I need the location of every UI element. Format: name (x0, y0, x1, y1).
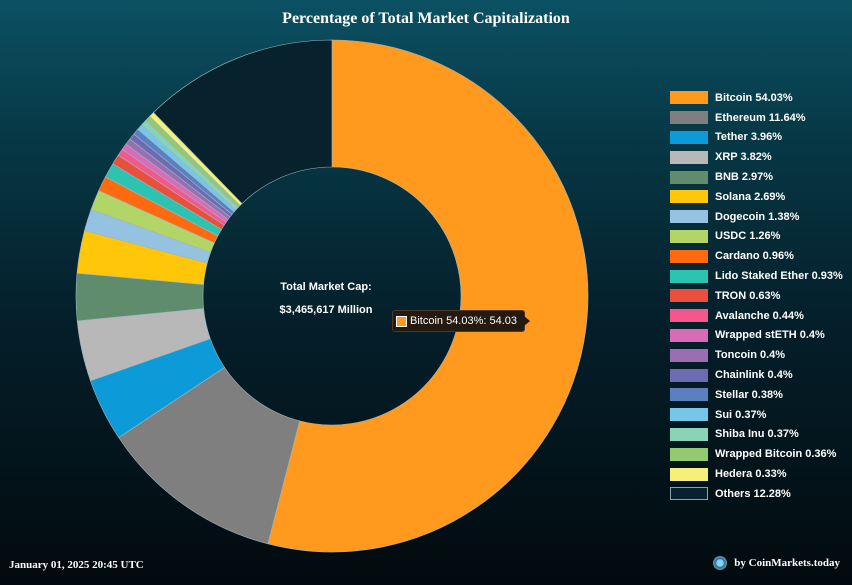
center-label-line2: $3,465,617 Million (279, 304, 373, 316)
legend-label: Chainlink 0.4% (715, 369, 793, 382)
legend-swatch (670, 229, 708, 243)
legend-item[interactable]: Cardano 0.96% (670, 246, 843, 266)
legend-label: Wrapped stETH 0.4% (715, 329, 825, 342)
legend-item[interactable]: Others 12.28% (670, 484, 843, 504)
legend-label: Others 12.28% (715, 487, 791, 500)
legend-item[interactable]: Stellar 0.38% (670, 385, 843, 405)
legend-item[interactable]: Sui 0.37% (670, 405, 843, 425)
chart-title: Percentage of Total Market Capitalizatio… (282, 10, 570, 27)
legend-swatch (670, 309, 708, 323)
legend-label: USDC 1.26% (715, 230, 781, 243)
legend-label: Bitcoin 54.03% (715, 91, 793, 104)
legend-swatch (670, 447, 708, 461)
coinmarkets-logo-icon (713, 556, 728, 570)
legend-item[interactable]: Shiba Inu 0.37% (670, 425, 843, 445)
legend-item[interactable]: Bitcoin 54.03% (670, 88, 843, 108)
legend-label: Wrapped Bitcoin 0.36% (715, 448, 837, 461)
legend-item[interactable]: Wrapped stETH 0.4% (670, 326, 843, 346)
timestamp: January 01, 2025 20:45 UTC (9, 559, 144, 571)
slice-bitcoin-0[interactable] (267, 39, 589, 553)
legend-item[interactable]: USDC 1.26% (670, 227, 843, 247)
legend-swatch (670, 487, 708, 501)
legend-label: Hedera 0.33% (715, 468, 787, 481)
legend-label: Tether 3.96% (715, 131, 783, 144)
legend-item[interactable]: Solana 2.69% (670, 187, 843, 207)
legend-swatch (670, 111, 708, 125)
legend-label: Sui 0.37% (715, 408, 767, 421)
legend-item[interactable]: TRON 0.63% (670, 286, 843, 306)
legend-label: Dogecoin 1.38% (715, 210, 800, 223)
legend-item[interactable]: BNB 2.97% (670, 167, 843, 187)
legend-swatch (670, 170, 708, 184)
legend-item[interactable]: Lido Staked Ether 0.93% (670, 266, 843, 286)
legend: Bitcoin 54.03% Ethereum 11.64% Tether 3.96… (670, 88, 843, 504)
legend-label: Lido Staked Ether 0.93% (715, 270, 843, 283)
legend-swatch (670, 427, 708, 441)
legend-label: BNB 2.97% (715, 171, 774, 184)
legend-swatch (670, 408, 708, 422)
legend-swatch (670, 150, 708, 164)
center-label-line1: Total Market Cap: (280, 281, 372, 293)
slice-tooltip: Bitcoin 54.03%: 54.03 (392, 310, 531, 332)
legend-label: Avalanche 0.44% (715, 309, 804, 322)
legend-item[interactable]: Dogecoin 1.38% (670, 207, 843, 227)
legend-swatch (670, 368, 708, 382)
legend-item[interactable]: Toncoin 0.4% (670, 345, 843, 365)
legend-item[interactable]: Wrapped Bitcoin 0.36% (670, 444, 843, 464)
legend-swatch (670, 91, 708, 105)
legend-swatch (670, 388, 708, 402)
legend-item[interactable]: Ethereum 11.64% (670, 108, 843, 128)
legend-swatch (670, 190, 708, 204)
tooltip-text: Bitcoin 54.03%: 54.03 (410, 315, 518, 327)
legend-swatch (670, 348, 708, 362)
legend-item[interactable]: Avalanche 0.44% (670, 306, 843, 326)
legend-label: Cardano 0.96% (715, 250, 794, 263)
legend-item[interactable]: Hedera 0.33% (670, 464, 843, 484)
legend-label: TRON 0.63% (715, 289, 781, 302)
legend-swatch (670, 328, 708, 342)
legend-item[interactable]: XRP 3.82% (670, 147, 843, 167)
legend-swatch (670, 269, 708, 283)
slice-ethereum-1[interactable] (118, 366, 301, 545)
legend-item[interactable]: Tether 3.96% (670, 128, 843, 148)
legend-swatch (670, 210, 708, 224)
legend-label: Ethereum 11.64% (715, 111, 806, 124)
legend-label: Toncoin 0.4% (715, 349, 786, 362)
slice-others-20[interactable] (153, 39, 333, 204)
legend-swatch (670, 467, 708, 481)
legend-label: XRP 3.82% (715, 151, 772, 164)
tooltip-swatch (396, 315, 407, 327)
credit-text: by CoinMarkets.today (734, 557, 840, 569)
legend-label: Stellar 0.38% (715, 388, 783, 401)
legend-swatch (670, 130, 708, 144)
legend-swatch (670, 289, 708, 303)
legend-label: Solana 2.69% (715, 190, 786, 203)
credit[interactable]: by CoinMarkets.today (713, 556, 840, 570)
center-label: Total Market Cap: $3,465,617 Million (206, 276, 446, 322)
legend-item[interactable]: Chainlink 0.4% (670, 365, 843, 385)
legend-label: Shiba Inu 0.37% (715, 428, 799, 441)
legend-swatch (670, 249, 708, 263)
